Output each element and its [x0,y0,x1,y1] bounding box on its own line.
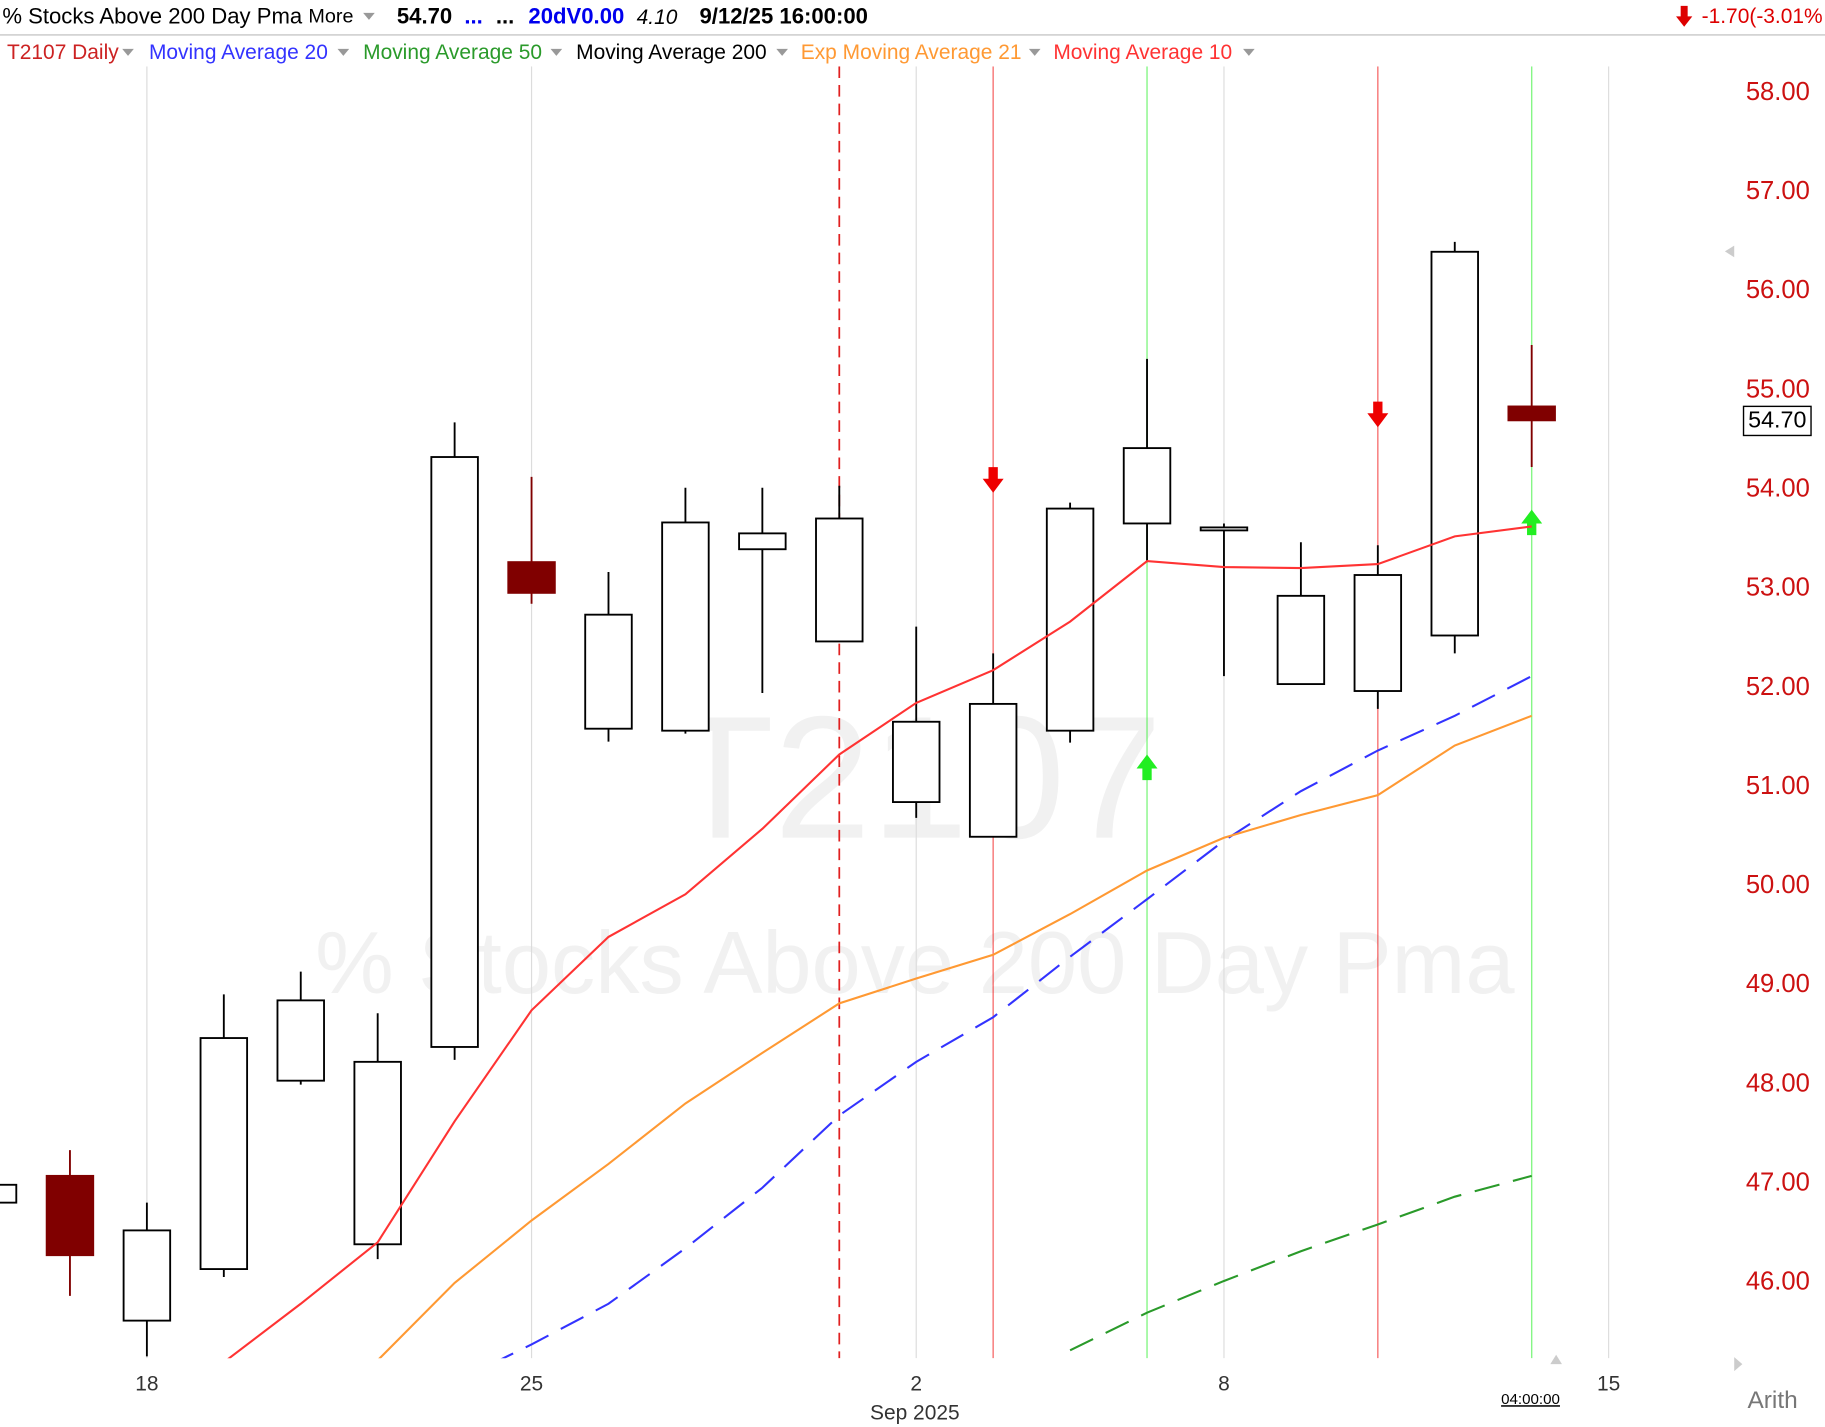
x-tick-label: 15 [1597,1373,1620,1396]
y-tick-label: 52.00 [1746,673,1810,701]
last-price-label: 54.70 [1748,407,1806,433]
candle-body [45,1174,95,1257]
header-dots: ... [496,3,514,28]
plot-area: T2107% Stocks Above 200 Day Pma [0,66,1610,1359]
scroll-marker [1734,1357,1743,1372]
header-volume: 20dV0.00 [528,3,624,28]
header-range: 4.10 [637,6,678,29]
candle-body [738,532,787,551]
candle-body [353,1060,402,1246]
x-tick-label: 8 [1218,1373,1230,1396]
y-tick-label: 51.00 [1746,772,1810,800]
buy-arrow [1136,754,1158,781]
time-label: 04:00:00 [1501,1391,1560,1408]
y-tick-label: 49.00 [1746,970,1810,998]
x-tick-label: 2 [910,1373,922,1396]
y-tick-label: 53.00 [1746,574,1810,602]
y-tick-label: 55.00 [1746,375,1810,403]
legend-entry[interactable]: Exp Moving Average 21 [801,41,1022,64]
candle-body [507,561,556,594]
candle-body [584,613,633,730]
candle-body [276,999,325,1082]
moving-average-line [378,714,1533,1359]
y-tick-label: 47.00 [1746,1169,1810,1197]
moving-average-line [1069,1174,1532,1352]
x-tick-label: 18 [135,1373,158,1396]
legend-caret[interactable] [1028,48,1041,56]
candle-body [1276,594,1326,686]
x-tick-label: 25 [520,1373,543,1396]
candle-body [892,720,941,803]
candle-body [0,1183,18,1204]
candle-body [1507,405,1556,422]
legend-caret[interactable] [1243,48,1255,56]
candle-body [122,1229,172,1322]
legend-entry[interactable]: Moving Average 50 [363,41,542,64]
y-tick-label: 46.00 [1746,1268,1810,1296]
y-tick-label: 56.00 [1746,276,1810,304]
watermark-title: % Stocks Above 200 Day Pma [315,913,1515,1012]
header-dots: ... [464,3,482,28]
legend-caret[interactable] [122,48,134,56]
last-price-box [1742,405,1812,437]
buy-arrow [1521,509,1543,536]
scroll-marker [1550,1354,1562,1365]
header-change: -1.70(-3.01% [1702,5,1823,28]
y-tick-label: 58.00 [1746,78,1810,106]
candle-body [1199,526,1249,532]
more-caret[interactable] [363,12,375,20]
y-tick-label: 50.00 [1746,871,1810,899]
legend-entry[interactable]: Moving Average 20 [149,41,328,64]
candle-body [1430,250,1479,637]
legend-caret[interactable] [776,48,788,56]
candle-body [815,517,864,643]
x-period-label: Sep 2025 [870,1402,960,1425]
candle-body [1045,507,1095,732]
moving-average-line [500,675,1533,1359]
y-tick-label: 54.00 [1746,475,1810,503]
candle-body [968,702,1018,838]
header-title: % Stocks Above 200 Day Pma [2,3,303,28]
header-datetime: 9/12/25 16:00:00 [700,3,868,28]
y-tick-label: 48.00 [1746,1069,1810,1097]
legend-entry[interactable]: T2107 Daily [7,41,119,64]
candle-body [1353,574,1403,692]
more-button[interactable]: More [308,6,353,28]
scroll-marker [1724,245,1735,258]
candle-body [430,456,479,1048]
legend-entry[interactable]: Moving Average 10 [1053,41,1232,64]
candle-body [661,521,710,732]
legend-caret[interactable] [337,48,350,56]
legend-entry[interactable]: Moving Average 200 [576,41,767,64]
scale-mode[interactable]: Arith [1747,1387,1797,1414]
candle-body [199,1037,249,1270]
sell-arrow [982,467,1004,493]
legend-caret[interactable] [550,48,563,56]
moving-average-line [227,525,1532,1359]
header-price: 54.70 [397,3,452,28]
y-tick-label: 57.00 [1746,177,1810,205]
sell-arrow [1367,401,1389,428]
candle-body [1122,447,1172,525]
